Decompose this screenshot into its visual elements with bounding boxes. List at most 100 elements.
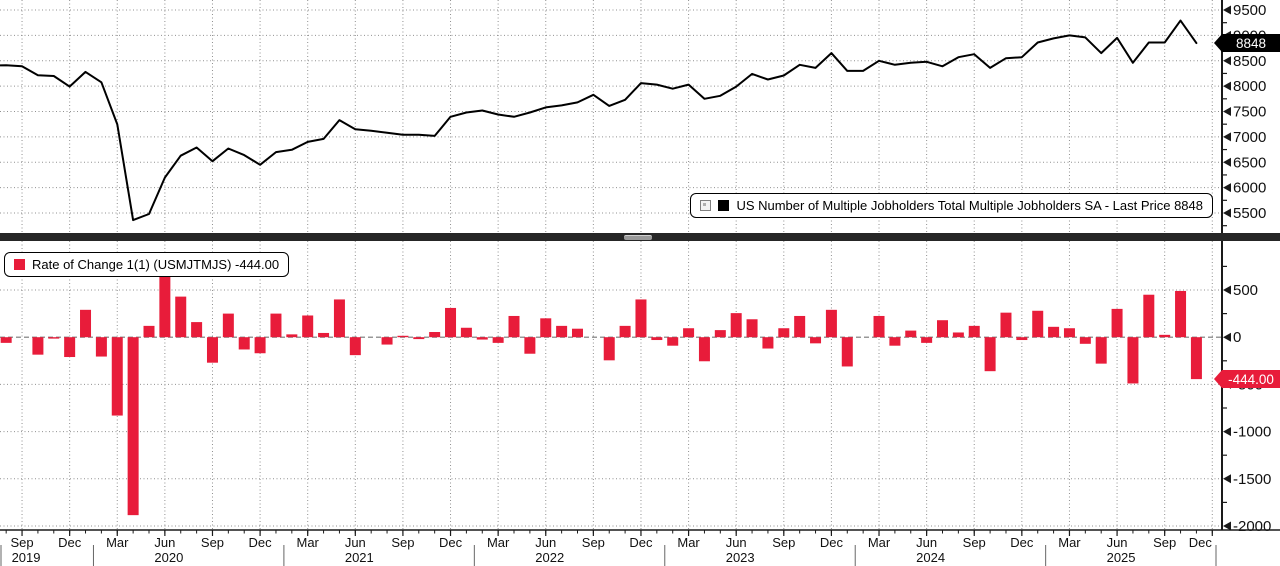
roc-series-legend-label: Rate of Change 1(1) (USMJTMJS) -444.00 — [32, 257, 280, 272]
roc-bar — [746, 319, 758, 338]
roc-bar — [95, 337, 107, 357]
svg-text:Mar: Mar — [487, 535, 510, 550]
roc-bar — [254, 337, 266, 354]
roc-bar — [445, 307, 457, 338]
svg-text:Dec: Dec — [629, 535, 653, 550]
top-grid — [0, 0, 1222, 233]
roc-bar — [492, 337, 504, 343]
roc-bar — [1000, 312, 1012, 338]
svg-text:Sep: Sep — [963, 535, 986, 550]
svg-text:Mar: Mar — [106, 535, 129, 550]
roc-bar — [476, 337, 488, 340]
roc-bar — [413, 337, 425, 340]
roc-bar — [1175, 290, 1187, 338]
svg-text:8500: 8500 — [1233, 53, 1266, 70]
svg-text:Jun: Jun — [154, 535, 175, 550]
svg-text:500: 500 — [1233, 282, 1258, 299]
roc-bar — [683, 328, 695, 338]
roc-bar — [635, 299, 647, 338]
roc-bar — [222, 313, 234, 338]
svg-text:Sep: Sep — [10, 535, 33, 550]
roc-bar — [651, 337, 663, 341]
roc-bar — [889, 337, 901, 346]
price-series-legend-label: US Number of Multiple Jobholders Total M… — [736, 198, 1203, 213]
svg-text:2025: 2025 — [1107, 550, 1136, 565]
roc-bar — [968, 325, 980, 338]
roc-bar — [905, 330, 917, 338]
roc-bar — [921, 337, 933, 343]
roc-bar — [318, 332, 330, 338]
roc-bar — [952, 332, 964, 338]
roc-bar — [540, 318, 552, 338]
roc-bar — [111, 337, 123, 416]
roc-bar — [762, 337, 774, 349]
svg-text:Dec: Dec — [1189, 535, 1213, 550]
roc-bar — [143, 325, 155, 338]
roc-bar — [603, 337, 615, 361]
roc-bar — [206, 337, 218, 363]
svg-text:Sep: Sep — [772, 535, 795, 550]
y-axis: 9500900085008000750070006500600055005000… — [1221, 0, 1271, 535]
roc-bar — [698, 337, 710, 362]
svg-text:2019: 2019 — [12, 550, 41, 565]
roc-bar — [80, 309, 92, 338]
roc-bar — [1159, 334, 1171, 338]
svg-text:-1000: -1000 — [1233, 424, 1271, 441]
roc-bar — [159, 269, 171, 338]
roc-bar — [619, 325, 631, 338]
last-price-tag: 8848 — [1214, 34, 1280, 52]
roc-bar — [1063, 328, 1075, 338]
price-line-series — [0, 19, 1198, 222]
roc-bar — [1127, 337, 1139, 384]
bottom-panel-plot[interactable] — [0, 241, 1222, 530]
roc-series-swatch-icon — [14, 259, 25, 270]
svg-text:Dec: Dec — [820, 535, 844, 550]
svg-text:Mar: Mar — [1058, 535, 1081, 550]
svg-text:2024: 2024 — [916, 550, 945, 565]
roc-bar — [286, 334, 298, 338]
roc-bar — [1095, 337, 1107, 364]
svg-text:Jun: Jun — [345, 535, 366, 550]
roc-bar — [270, 313, 282, 338]
svg-text:Dec: Dec — [439, 535, 463, 550]
roc-bar — [524, 337, 536, 354]
roc-bar — [571, 328, 583, 338]
roc-bar — [381, 337, 393, 345]
roc-bar — [333, 299, 345, 338]
svg-text:0: 0 — [1233, 329, 1241, 346]
svg-text:2021: 2021 — [345, 550, 374, 565]
legend-checkbox-icon[interactable] — [700, 200, 712, 211]
roc-bar — [984, 337, 996, 372]
svg-text:Sep: Sep — [391, 535, 414, 550]
price-series-legend[interactable]: US Number of Multiple Jobholders Total M… — [690, 193, 1213, 218]
roc-bar — [175, 296, 187, 338]
panel-divider-handle[interactable] — [0, 233, 1280, 241]
roc-bar — [1111, 308, 1123, 338]
roc-bar — [556, 325, 568, 338]
svg-text:Dec: Dec — [58, 535, 82, 550]
svg-text:-2000: -2000 — [1233, 518, 1271, 535]
svg-text:6000: 6000 — [1233, 180, 1266, 197]
roc-series-legend[interactable]: Rate of Change 1(1) (USMJTMJS) -444.00 — [4, 252, 290, 277]
roc-bar — [397, 335, 409, 338]
roc-bar — [1032, 310, 1044, 338]
roc-bar — [794, 315, 806, 338]
svg-text:Mar: Mar — [297, 535, 320, 550]
svg-text:Sep: Sep — [582, 535, 605, 550]
svg-text:8000: 8000 — [1233, 78, 1266, 95]
roc-bar — [64, 337, 76, 358]
svg-text:2020: 2020 — [154, 550, 183, 565]
roc-bar — [810, 337, 822, 344]
roc-bar — [0, 337, 12, 343]
svg-text:Sep: Sep — [201, 535, 224, 550]
roc-bar — [1143, 294, 1155, 338]
roc-bar — [1190, 337, 1202, 380]
last-change-value: -444.00 — [1228, 371, 1274, 387]
roc-bar — [937, 320, 948, 338]
roc-bar — [1048, 326, 1060, 338]
roc-bar — [825, 309, 837, 338]
roc-bar — [841, 337, 853, 367]
roc-bar — [238, 337, 250, 350]
